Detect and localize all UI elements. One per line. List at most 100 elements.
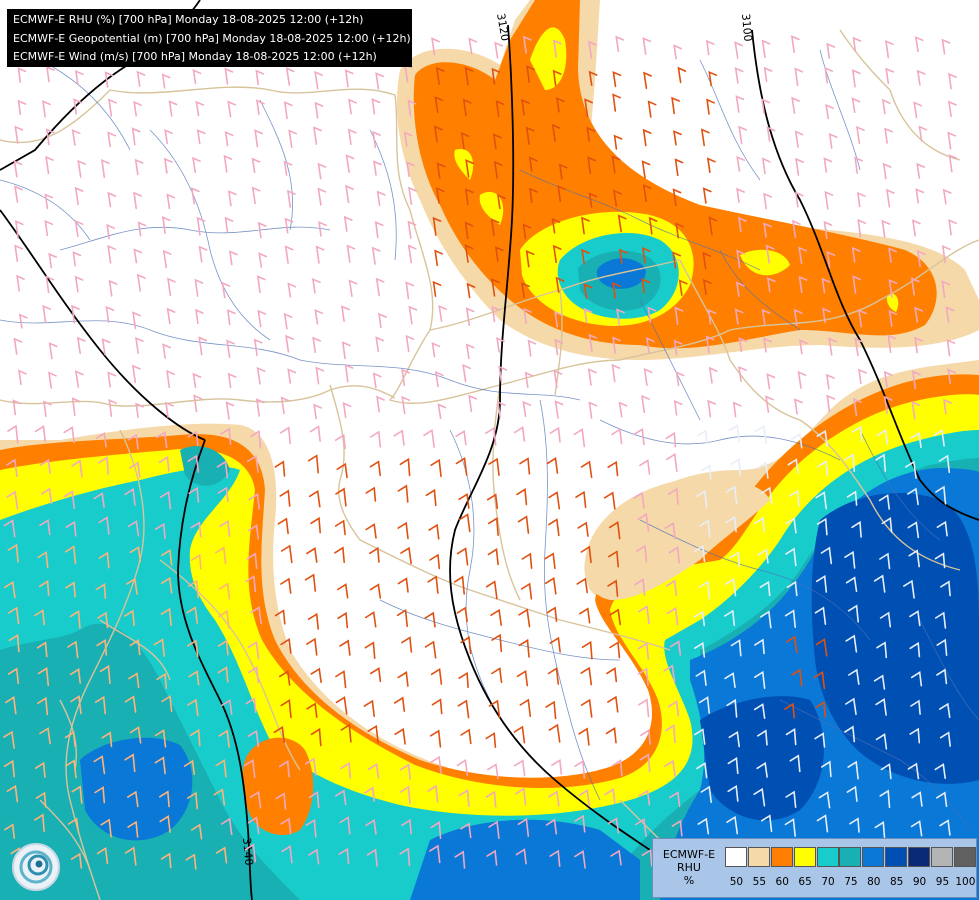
wind-barb [187,791,198,810]
wind-barb [588,70,598,86]
wind-barb [14,185,23,203]
wind-barb [707,309,717,325]
wind-barb [544,576,557,595]
wind-barb [344,69,354,88]
wind-barb [580,666,593,686]
wind-barb [44,220,54,237]
wind-barb [881,98,891,115]
wind-barb [431,342,441,358]
wind-barb [166,193,176,210]
wind-barb [524,371,534,388]
wind-barb [284,217,294,234]
wind-barb [694,641,706,658]
wind-barb [224,131,234,147]
wind-barb [738,125,747,145]
wind-barb [244,759,256,779]
wind-barb [761,39,771,59]
wind-barb [754,638,765,655]
wind-barb [608,550,619,568]
wind-barb [493,160,503,179]
wind-barb [551,217,561,234]
wind-barb [791,219,801,238]
wind-barb [218,610,230,629]
wind-barb [672,188,682,207]
wind-barb [647,100,657,118]
wind-barb [127,820,139,838]
wind-barb [160,852,172,869]
wind-barb [514,787,527,806]
wind-barb [101,338,111,356]
wind-barb [397,671,409,687]
wind-barb [761,814,773,833]
wind-barb [190,553,202,570]
wind-barb [313,126,322,145]
wind-barb [221,281,231,299]
wind-barb [757,729,768,746]
wind-barb [423,428,435,448]
wind-barb [312,336,321,353]
wind-barb [485,790,497,808]
wind-barb [734,308,744,325]
wind-barb [547,667,560,685]
wind-barb [124,846,137,866]
wind-barb [244,843,257,863]
wind-barb [405,281,415,300]
wind-barb [580,460,593,479]
wind-barb [784,609,796,628]
wind-barb [36,641,48,658]
wind-barb [698,696,710,714]
wind-barb [95,432,107,448]
wind-barb [821,760,832,778]
wind-barb [941,280,951,298]
wind-barb [77,159,87,178]
wind-barb [39,727,51,745]
wind-barb [453,575,465,595]
wind-barb [17,369,27,386]
wind-barb [408,186,417,205]
wind-barb [193,394,203,413]
wind-barb [339,639,351,656]
wind-barb [787,458,799,474]
wind-barb [250,606,262,625]
wind-barb [610,849,622,866]
wind-barb [487,763,499,779]
wind-barb [887,334,897,354]
wind-barb [256,366,266,385]
wind-barb [784,702,795,719]
wind-barb [910,820,923,837]
legend-swatch [770,847,793,867]
wind-barb [45,128,55,146]
wind-barb [815,491,827,510]
wind-barb [580,545,592,564]
wind-barb [669,791,681,808]
wind-barb [948,72,957,90]
wind-barb [304,757,317,776]
wind-barb [913,101,923,119]
wind-barb [817,460,829,477]
wind-barb [6,784,19,803]
wind-barb [346,244,356,263]
wind-barb [280,817,292,835]
wind-barb [737,365,747,382]
wind-barb [342,402,352,419]
wind-barb [911,791,923,807]
wind-barb [462,364,471,383]
wind-barb [161,73,171,89]
wind-barb [666,606,679,626]
wind-barb [18,313,28,329]
wind-barb [436,162,446,179]
wind-barb [283,160,293,176]
legend-swatch [839,847,862,867]
wind-barb [394,727,406,745]
wind-barb [429,729,442,748]
wind-barb [734,67,744,84]
wind-barb [552,69,562,86]
wind-barb [695,669,707,686]
wind-barb [37,667,50,687]
wind-barb [314,70,323,90]
legend-tick-label: 70 [821,876,835,888]
wind-barb [247,640,260,660]
wind-barb [583,307,593,324]
wind-barb [729,551,741,568]
wind-barb [578,789,590,807]
